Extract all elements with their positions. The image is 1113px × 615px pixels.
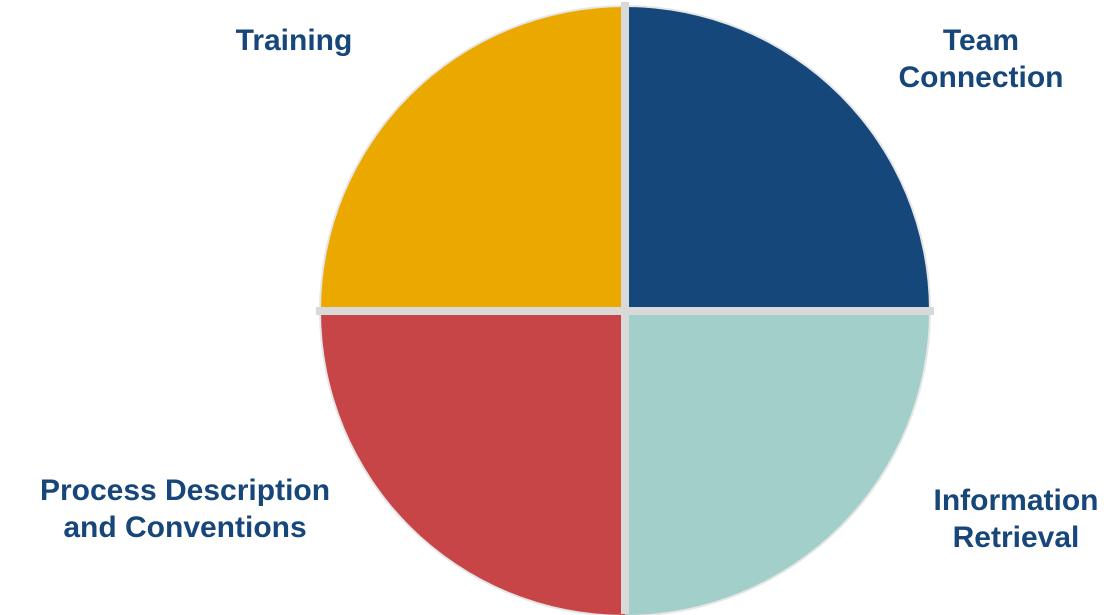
label-process-description-line-2: and Conventions (63, 511, 307, 544)
quadrant-information-retrieval (625, 311, 929, 615)
label-team-connection: Team Connection (866, 22, 1096, 96)
label-process-description: Process Description and Conventions (0, 472, 370, 546)
label-information-retrieval-line-2: Retrieval (952, 521, 1080, 554)
label-training: Training (184, 22, 404, 59)
quadrant-slices (321, 7, 929, 615)
label-training-line-1: Training (235, 24, 353, 57)
label-team-connection-line-2: Connection (898, 61, 1064, 94)
quadrant-process-description (321, 311, 625, 615)
label-team-connection-line-1: Team (942, 24, 1020, 57)
label-information-retrieval-line-1: Information (933, 484, 1099, 517)
label-process-description-line-1: Process Description (39, 474, 331, 507)
label-information-retrieval: Information Retrieval (896, 482, 1113, 556)
quadrant-team-connection (625, 7, 929, 311)
quadrant-training (321, 7, 625, 311)
